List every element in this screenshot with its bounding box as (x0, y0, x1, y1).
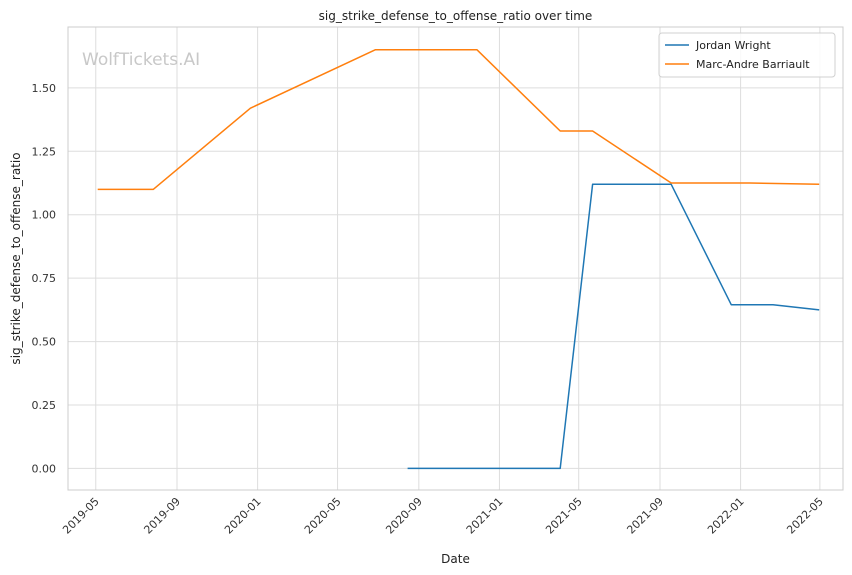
y-axis-label: sig_strike_defense_to_offense_ratio (9, 152, 23, 364)
x-tick-label: 2021-01 (464, 495, 506, 537)
y-tick-labels: 0.00 0.25 0.50 0.75 1.00 1.25 1.50 (32, 82, 57, 476)
x-tick-label: 2021-05 (543, 495, 585, 537)
series-lines (97, 49, 820, 470)
legend-label: Jordan Wright (695, 39, 771, 52)
x-tick-label: 2022-01 (705, 495, 747, 537)
x-tick-labels: 2019-05 2019-09 2020-01 2020-05 2020-09 2021-… (60, 495, 826, 537)
x-tick-label: 2021-09 (624, 495, 666, 537)
x-tick-label: 2020-01 (222, 495, 264, 537)
y-tick-label: 0.75 (32, 272, 57, 285)
x-tick-label: 2022-05 (784, 495, 826, 537)
y-tick-label: 1.00 (32, 209, 57, 222)
series-line-0 (407, 183, 820, 470)
y-tick-label: 0.00 (32, 462, 57, 475)
series-line-1 (97, 49, 820, 191)
x-axis-label: Date (441, 552, 470, 566)
x-tick-label: 2020-09 (383, 495, 425, 537)
y-tick-label: 1.25 (32, 145, 57, 158)
y-tick-label: 0.50 (32, 336, 57, 349)
grid (68, 27, 843, 490)
legend-box (658, 32, 836, 78)
chart-title: sig_strike_defense_to_offense_ratio over… (319, 9, 593, 23)
y-tick-label: 0.25 (32, 399, 57, 412)
x-tick-label: 2019-09 (141, 495, 183, 537)
watermark-text: WolfTickets.AI (82, 50, 200, 70)
plot-area (67, 26, 844, 491)
y-tick-label: 1.50 (32, 82, 57, 95)
x-tick-label: 2019-05 (60, 495, 102, 537)
x-tick-label: 2020-05 (302, 495, 344, 537)
legend-label: Marc-Andre Barriault (696, 58, 810, 71)
legend: Jordan Wright Marc-Andre Barriault (658, 32, 836, 78)
